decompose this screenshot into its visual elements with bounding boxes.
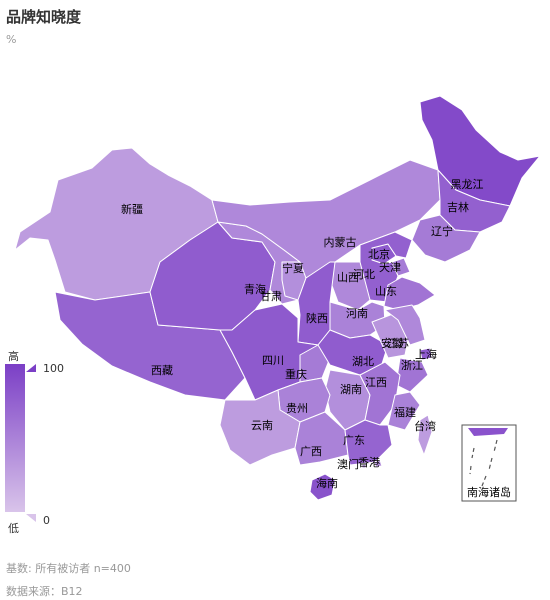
legend-high-label: 高 bbox=[8, 349, 19, 363]
base-note: 基数: 所有被访者 n=400 bbox=[6, 562, 131, 575]
province-label-21: 上海 bbox=[415, 347, 437, 361]
province-label-22: 浙江 bbox=[401, 359, 423, 372]
province-label-31: 香港 bbox=[358, 456, 380, 469]
province-label-30: 广东 bbox=[343, 434, 365, 447]
province-label-24: 江西 bbox=[365, 376, 387, 389]
province-shape-33[interactable] bbox=[309, 473, 336, 501]
province-label-26: 台湾 bbox=[414, 419, 436, 433]
province-shape-26[interactable] bbox=[417, 414, 433, 456]
province-label-12: 山西 bbox=[337, 271, 359, 284]
province-label-8: 辽宁 bbox=[431, 224, 453, 238]
province-label-18: 湖北 bbox=[352, 355, 374, 368]
legend-low-label: 低 bbox=[8, 522, 19, 535]
inset-label: 南海诸岛 bbox=[467, 485, 511, 499]
province-label-14: 河南 bbox=[346, 307, 368, 320]
legend-min-value: 0 bbox=[43, 514, 50, 527]
province-label-15: 陕西 bbox=[306, 311, 328, 325]
province-label-23: 湖南 bbox=[340, 383, 362, 396]
legend-high-marker bbox=[26, 364, 36, 372]
legend-low-marker bbox=[26, 514, 36, 522]
province-label-32: 澳门 bbox=[337, 457, 359, 471]
province-label-20: 江苏 bbox=[387, 337, 409, 350]
province-layer bbox=[14, 95, 541, 501]
province-shape-13[interactable] bbox=[383, 276, 436, 311]
province-shape-6[interactable] bbox=[419, 95, 541, 207]
province-shape-17[interactable] bbox=[299, 344, 331, 383]
source-note: 数据来源：B12 bbox=[6, 585, 83, 598]
province-label-7: 吉林 bbox=[447, 200, 469, 214]
province-shape-25[interactable] bbox=[387, 391, 421, 431]
legend-max-value: 100 bbox=[43, 362, 64, 375]
province-label-0: 新疆 bbox=[121, 202, 143, 216]
province-label-17: 重庆 bbox=[285, 367, 307, 381]
province-shape-32[interactable] bbox=[361, 463, 367, 469]
color-legend: 高 100 0 低 bbox=[5, 349, 64, 535]
province-shape-24[interactable] bbox=[359, 361, 401, 426]
province-label-9: 北京 bbox=[368, 247, 390, 261]
legend-gradient-bar bbox=[5, 364, 25, 512]
province-label-16: 四川 bbox=[262, 354, 284, 367]
province-label-10: 天津 bbox=[379, 261, 401, 274]
province-shape-30[interactable] bbox=[344, 419, 393, 466]
province-shape-11[interactable] bbox=[359, 231, 413, 303]
province-shape-31[interactable] bbox=[373, 459, 383, 468]
province-label-1: 西藏 bbox=[151, 364, 173, 377]
chart-title: 品牌知晓度 bbox=[6, 8, 82, 26]
province-label-6: 黑龙江 bbox=[451, 178, 484, 191]
province-label-11: 河北 bbox=[353, 268, 375, 281]
province-shape-7[interactable] bbox=[437, 169, 511, 233]
unit-label: % bbox=[6, 33, 17, 46]
south-china-sea-inset: 南海诸岛 bbox=[461, 424, 517, 502]
province-label-13: 山东 bbox=[375, 285, 397, 298]
province-label-19: 安徽 bbox=[381, 336, 403, 350]
province-shape-20[interactable] bbox=[384, 304, 426, 346]
province-label-5: 内蒙古 bbox=[324, 235, 357, 249]
province-label-3: 甘肃 bbox=[260, 290, 282, 303]
province-shape-8[interactable] bbox=[411, 214, 481, 263]
province-label-27: 贵州 bbox=[286, 402, 308, 415]
province-label-33: 海南 bbox=[316, 476, 338, 490]
province-label-29: 广西 bbox=[300, 445, 322, 458]
province-label-4: 宁夏 bbox=[282, 261, 304, 275]
province-label-25: 福建 bbox=[394, 405, 416, 419]
province-label-2: 青海 bbox=[244, 282, 266, 296]
province-shape-21[interactable] bbox=[419, 347, 433, 361]
province-label-28: 云南 bbox=[251, 419, 273, 432]
